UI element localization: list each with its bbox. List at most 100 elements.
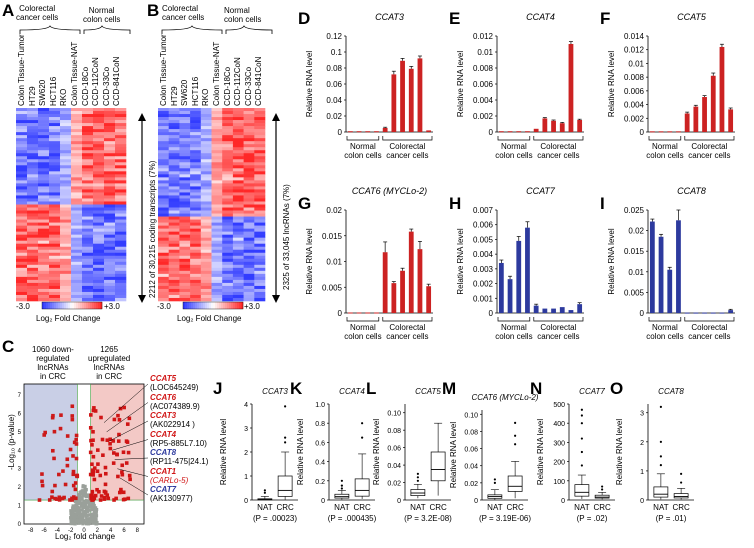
heatmap-a-cell	[104, 207, 116, 211]
bar-chart-i-bar	[719, 312, 725, 314]
heatmap-b-cell	[168, 177, 180, 181]
bar-chart-h-group-label: Normal	[501, 323, 527, 332]
heatmap-a-cell	[16, 255, 28, 260]
volcano-point	[93, 493, 98, 498]
color-scale-step	[241, 302, 244, 309]
heatmap-a-cell	[104, 162, 116, 166]
heatmap-b-side-arrow	[272, 113, 280, 303]
heatmap-b-cell	[168, 273, 180, 278]
volcano-point	[100, 437, 105, 442]
volcano-point	[57, 472, 61, 477]
heatmap-a-cell	[93, 123, 105, 127]
volcano-point	[50, 495, 54, 499]
heatmap-a-cell	[104, 258, 116, 263]
box-plot-l-outlier	[416, 472, 419, 475]
heatmap-b-cell	[158, 201, 169, 205]
bar-chart-g-tick-label: 0.02	[326, 206, 342, 215]
heatmap-a-cell	[115, 225, 127, 229]
heatmap-b-cell	[254, 288, 266, 293]
bar-chart-h-group-label: cancer cells	[537, 332, 579, 341]
heatmap-b-cell	[179, 258, 191, 263]
heatmap-a-cell	[71, 147, 83, 151]
heatmap-b-cell	[232, 252, 244, 257]
heatmap-a-cell	[27, 117, 39, 121]
bar-chart-f-tick-label: 0.002	[624, 114, 645, 123]
box-plot-o-ylabel: Relative RNA level	[615, 419, 624, 485]
heatmap-a-cell	[49, 186, 61, 190]
heatmap-a-cell	[115, 255, 127, 260]
heatmap-a-cell	[82, 114, 94, 118]
heatmap-b-cell	[190, 231, 202, 235]
bar-chart-i-ylabel: Relative RNA level	[607, 228, 616, 294]
heatmap-b-cell	[190, 141, 202, 145]
heatmap-b-cell	[200, 243, 212, 248]
heatmap-b-cell	[190, 114, 202, 118]
box-plot-j-title: CCAT3	[262, 387, 288, 396]
heatmap-b-cell	[222, 186, 234, 190]
heatmap-a-cell	[93, 138, 105, 142]
bar-chart-e-tick-label: 0.01	[477, 48, 493, 57]
bar-chart-g-tick-label: 0.005	[322, 283, 343, 292]
bar-chart-e-tick-label: 0.012	[473, 32, 494, 41]
heatmap-b-cell	[158, 138, 169, 142]
heatmap-b-cell	[168, 171, 180, 175]
panel-letter-c: C	[2, 337, 15, 356]
heatmap-a-cell	[60, 108, 72, 112]
heatmap-a-cell	[71, 168, 83, 172]
heatmap-a-cell	[82, 213, 94, 217]
box-plot-k-tick-label: 0.2	[315, 479, 325, 486]
heatmap-a-cell	[60, 180, 72, 184]
heatmap-a-cell	[104, 114, 116, 118]
heatmap-a-cell	[71, 195, 83, 199]
heatmap-b-cell	[243, 189, 255, 193]
heatmap-a-cell	[115, 126, 127, 130]
heatmap-a-cell	[16, 270, 28, 275]
heatmap-a-cell	[38, 216, 50, 220]
heatmap-b-cell	[243, 213, 255, 217]
heatmap-b-cell	[254, 207, 266, 211]
heatmap-b-cell	[222, 111, 234, 115]
volcano-x-tick-label: 4	[109, 528, 113, 534]
heatmap-a-cell	[104, 180, 116, 184]
heatmap-b-cell	[190, 153, 202, 157]
heatmap-b-cell	[158, 186, 169, 190]
bar-chart-e-tick-label: 0.008	[473, 64, 494, 73]
heatmap-b-cell	[168, 195, 180, 199]
heatmap-a-cell	[38, 285, 50, 290]
heatmap-a-cell	[49, 249, 61, 254]
heatmap-a-cell	[49, 138, 61, 142]
heatmap-a-cell	[60, 288, 72, 293]
heatmap-a-cell	[82, 252, 94, 257]
color-scale-step	[213, 302, 216, 309]
heatmap-b-cell	[254, 156, 266, 160]
heatmap-b-cell	[243, 141, 255, 145]
box-plot-l-tick-label: 0.06	[387, 446, 401, 453]
heatmap-a-cell	[27, 168, 39, 172]
heatmap-a-cell	[38, 279, 50, 284]
heatmap-a-cell	[71, 240, 83, 245]
heatmap-a-cell	[93, 282, 105, 287]
heatmap-a-cell	[60, 114, 72, 118]
bar-chart-h-tick-label: 0.005	[473, 235, 494, 244]
heatmap-b-cell	[190, 132, 202, 136]
heatmap-a-cell	[115, 186, 127, 190]
volcano-point	[87, 513, 91, 517]
color-scale-step	[78, 302, 81, 309]
heatmap-a-cell	[115, 258, 127, 263]
heatmap-a-cell	[104, 210, 116, 214]
volcano-point	[65, 463, 70, 468]
heatmap-a-cell	[27, 234, 39, 238]
panel-letter-i: I	[600, 194, 605, 213]
heatmap-a-cell	[82, 282, 94, 287]
heatmap-b-cell	[211, 228, 223, 232]
heatmap-a-cell	[93, 129, 105, 133]
box-plot-o-outlier	[659, 405, 662, 409]
heatmap-b-cell	[232, 159, 244, 163]
heatmap-b-cell	[158, 222, 169, 226]
volcano-point	[84, 492, 88, 496]
box-plot-l-category-label: CRC	[429, 503, 447, 512]
heatmap-b-cell	[168, 147, 180, 151]
color-scale-step	[84, 302, 87, 309]
heatmap-a-cell	[27, 279, 39, 284]
heatmap-b-cell	[179, 249, 191, 254]
